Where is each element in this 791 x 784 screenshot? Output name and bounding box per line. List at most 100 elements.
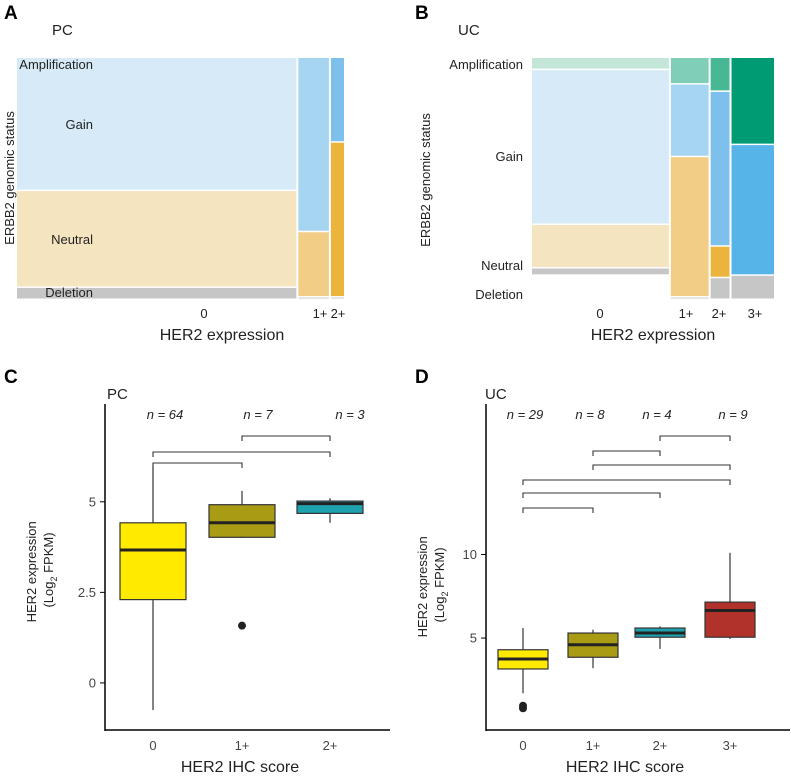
panel-b-x-cat-1plus: 1+ bbox=[679, 306, 694, 321]
panel-b-tile-2plus-deletion bbox=[710, 278, 730, 299]
panel-a-tile-1plus-gain bbox=[298, 58, 329, 231]
panel-d-x-tick-label-0: 0 bbox=[519, 738, 526, 753]
panel-b-x-axis-label: HER2 expression bbox=[591, 327, 716, 344]
panel-c-y-tick-label-0: 0 bbox=[89, 675, 96, 690]
panel-b-row-label-deletion: Deletion bbox=[475, 287, 523, 302]
panel-d-count-label-3plus: n = 9 bbox=[718, 407, 747, 422]
panel-b-tile-3plus-deletion bbox=[731, 275, 774, 299]
panel-a-tile-0-neutral bbox=[17, 191, 297, 287]
panel-a-x-categories: 0 1+ 2+ bbox=[200, 306, 345, 321]
panel-d-x-tick-label-3plus: 3+ bbox=[723, 738, 738, 753]
panel-c-boxplot: 0 2.5 5 0 n = 64 1+ n = 7 2+ n = 3 bbox=[78, 404, 390, 753]
panel-d-bracket-0-vs-1plus bbox=[522, 507, 594, 513]
panel-b-tile-1plus-gain bbox=[670, 84, 709, 156]
panel-d-title: UC bbox=[485, 386, 507, 403]
panel-a-tile-0-gain bbox=[17, 58, 297, 190]
panel-d-x-axis-label: HER2 IHC score bbox=[566, 759, 684, 776]
panel-c-x-tick-label-0: 0 bbox=[149, 738, 156, 753]
panel-a-y-axis-label: ERBB2 genomic status bbox=[2, 111, 17, 245]
panel-a-mosaic bbox=[17, 58, 344, 299]
panel-c-x-tick-label-2plus: 2+ bbox=[323, 738, 338, 753]
panel-a-row-label-neutral: Neutral bbox=[51, 232, 93, 247]
panel-c-count-label-0: n = 64 bbox=[147, 407, 184, 422]
panel-c-count-label-2plus: n = 3 bbox=[335, 407, 365, 422]
panel-c-y-axis-label-line2: (Log bbox=[41, 582, 56, 608]
panel-c-y-axis-label-sub: 2 bbox=[49, 577, 59, 582]
panel-c-bracket-1plus-vs-2plus bbox=[241, 435, 331, 441]
panel-d-x-tick-label-2plus: 2+ bbox=[653, 738, 668, 753]
panel-c-y-axis-label-line1: HER2 expression bbox=[24, 521, 39, 622]
panel-b-tile-3plus-amplification bbox=[731, 58, 774, 144]
panel-d-y-tick-label-1: 10 bbox=[463, 547, 477, 562]
panel-b-tile-2plus-amplification bbox=[710, 58, 730, 91]
panel-a: A PC Amplification Gain Neutral Deletion… bbox=[2, 3, 345, 344]
panel-d-count-label-2plus: n = 4 bbox=[642, 407, 671, 422]
panel-b-tile-1plus-neutral bbox=[670, 157, 709, 297]
panel-c-bracket-0-vs-1plus bbox=[152, 462, 243, 468]
panel-b-y-axis-label: ERBB2 genomic status bbox=[418, 113, 433, 247]
panel-c: C PC 0 2.5 5 0 n = 64 1+ n = 7 2+ n = 3 HER2 IHC… bbox=[4, 367, 390, 776]
panel-d-y-axis-label-line1: HER2 expression bbox=[415, 536, 430, 637]
panel-d-bracket-2plus-vs-3plus bbox=[659, 435, 731, 441]
panel-c-x-axis-label: HER2 IHC score bbox=[181, 759, 299, 776]
panel-a-x-cat-2plus: 2+ bbox=[331, 306, 346, 321]
panel-b-tile-0-gain bbox=[532, 70, 669, 224]
panel-c-title: PC bbox=[107, 386, 128, 403]
panel-label-c: C bbox=[4, 367, 18, 388]
panel-a-row-label-amplification: Amplification bbox=[19, 57, 93, 72]
panel-d-boxplot: 5 10 0 n = 29 1+ n = 8 2+ n = 4 3+ n = 9 bbox=[463, 404, 790, 753]
panel-d-box-3plus bbox=[704, 601, 756, 638]
panel-d-y-tick-label-0: 5 bbox=[470, 631, 477, 646]
panel-label-d: D bbox=[415, 367, 429, 388]
panel-b-x-cat-2plus: 2+ bbox=[712, 306, 727, 321]
panel-b-title: UC bbox=[458, 22, 480, 39]
panel-d-y-axis-label-line2: (Log bbox=[432, 597, 447, 623]
panel-c-outlier-1plus-0 bbox=[238, 621, 246, 630]
panel-c-bracket-0-vs-2plus bbox=[152, 451, 331, 457]
panel-b-row-labels: Amplification Gain Neutral Deletion bbox=[449, 57, 523, 302]
panel-a-tile-2plus-deletion bbox=[330, 297, 344, 299]
panel-b-mosaic bbox=[532, 58, 774, 299]
panel-b-row-label-amplification: Amplification bbox=[449, 57, 523, 72]
panel-label-b: B bbox=[415, 3, 429, 24]
panel-a-title: PC bbox=[52, 22, 73, 39]
panel-a-tile-2plus-gain bbox=[330, 58, 344, 142]
panel-d-bracket-1plus-vs-3plus bbox=[592, 464, 731, 470]
panel-c-box-0 bbox=[119, 522, 187, 601]
panel-d-y-axis-label-line2-post: FPKM) bbox=[432, 547, 447, 591]
panel-b-tile-2plus-neutral bbox=[710, 246, 730, 277]
panel-d-y-axis-label: HER2 expression (Log2 FPKM) bbox=[415, 533, 450, 638]
panel-d-count-label-1plus: n = 8 bbox=[575, 407, 605, 422]
panel-label-a: A bbox=[4, 3, 18, 24]
panel-d-bracket-1plus-vs-2plus bbox=[592, 450, 661, 456]
panel-c-y-axis-label-line2-post: FPKM) bbox=[41, 532, 56, 576]
panel-b-tile-0-deletion bbox=[532, 268, 669, 275]
panel-d-count-label-0: n = 29 bbox=[507, 407, 544, 422]
panel-c-count-label-1plus: n = 7 bbox=[243, 407, 273, 422]
panel-c-x-tick-label-1plus: 1+ bbox=[235, 738, 250, 753]
panel-a-tile-1plus-neutral bbox=[298, 232, 329, 297]
panel-b: B UC Amplification Gain Neutral Deletion… bbox=[415, 3, 774, 344]
panel-c-y-axis-label: HER2 expression (Log2 FPKM) bbox=[24, 518, 59, 623]
panel-b-tile-1plus-deletion bbox=[670, 297, 709, 299]
panel-b-row-label-gain: Gain bbox=[496, 149, 523, 164]
panel-b-x-categories: 0 1+ 2+ 3+ bbox=[596, 306, 762, 321]
panel-a-tile-1plus-deletion bbox=[298, 297, 329, 299]
panel-c-y-tick-label-1: 2.5 bbox=[78, 585, 96, 600]
panel-a-row-label-deletion: Deletion bbox=[45, 285, 93, 300]
panel-d-bracket-0-vs-3plus bbox=[522, 479, 731, 485]
panel-b-tile-0-amplification bbox=[532, 58, 669, 69]
panel-a-x-cat-1plus: 1+ bbox=[313, 306, 328, 321]
panel-c-y-tick-label-2: 5 bbox=[89, 494, 96, 509]
panel-a-tile-2plus-neutral bbox=[330, 142, 344, 297]
panel-a-x-cat-0: 0 bbox=[200, 306, 207, 321]
panel-a-row-label-gain: Gain bbox=[66, 117, 93, 132]
panel-d-bracket-0-vs-2plus bbox=[522, 492, 661, 498]
panel-d-outlier-0-1 bbox=[519, 704, 527, 713]
panel-b-tile-2plus-gain bbox=[710, 91, 730, 246]
panel-c-box-1plus bbox=[208, 504, 276, 538]
panel-d-y-axis-label-sub: 2 bbox=[440, 592, 450, 597]
panel-b-row-label-neutral: Neutral bbox=[481, 258, 523, 273]
panel-b-tile-3plus-gain bbox=[731, 145, 774, 275]
